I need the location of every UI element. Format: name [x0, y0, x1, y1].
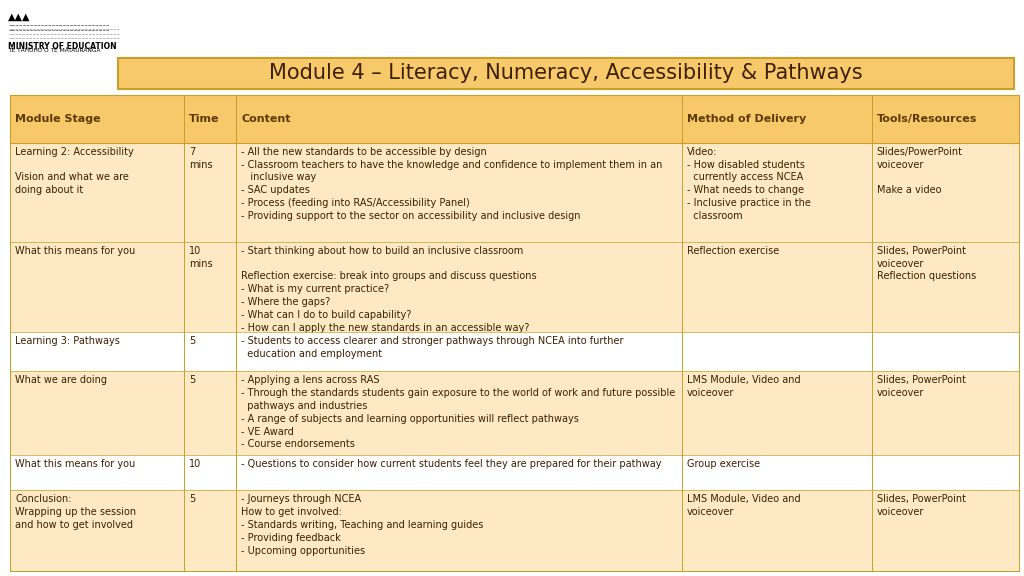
Text: Conclusion:
Wrapping up the session
and how to get involved: Conclusion: Wrapping up the session and …: [15, 494, 136, 530]
FancyBboxPatch shape: [10, 242, 1019, 332]
Text: - Questions to consider how current students feel they are prepared for their pa: - Questions to consider how current stud…: [242, 458, 662, 469]
Text: Time: Time: [188, 114, 219, 124]
Text: - Students to access clearer and stronger pathways through NCEA into further
  e: - Students to access clearer and stronge…: [242, 336, 624, 359]
Text: 5: 5: [188, 376, 196, 385]
FancyBboxPatch shape: [10, 454, 1019, 490]
Text: 10
mins: 10 mins: [188, 246, 212, 268]
Text: LMS Module, Video and
voiceover: LMS Module, Video and voiceover: [687, 494, 801, 517]
Text: - Journeys through NCEA
How to get involved:
- Standards writing, Teaching and l: - Journeys through NCEA How to get invol…: [242, 494, 483, 556]
Text: What this means for you: What this means for you: [15, 246, 135, 256]
Text: 7
mins: 7 mins: [188, 147, 212, 169]
Text: Learning 2: Accessibility

Vision and what we are
doing about it: Learning 2: Accessibility Vision and wha…: [15, 147, 134, 195]
Text: ∼∼∼∼∼∼∼∼∼∼∼∼∼∼∼∼∼∼∼∼∼∼∼∼∼∼∼∼: ∼∼∼∼∼∼∼∼∼∼∼∼∼∼∼∼∼∼∼∼∼∼∼∼∼∼∼∼: [8, 29, 110, 33]
FancyBboxPatch shape: [10, 332, 1019, 372]
Text: Module 4 – Literacy, Numeracy, Accessibility & Pathways: Module 4 – Literacy, Numeracy, Accessibi…: [269, 63, 862, 84]
Text: 5: 5: [188, 494, 196, 505]
Text: ~~~~~~~~~~~~~~~~~~~~~~~~~~~~~~~~: ~~~~~~~~~~~~~~~~~~~~~~~~~~~~~~~~: [8, 37, 120, 41]
Text: - Start thinking about how to build an inclusive classroom

Reflection exercise:: - Start thinking about how to build an i…: [242, 246, 537, 332]
Text: ▲▲▲: ▲▲▲: [8, 12, 31, 21]
Text: MINISTRY OF EDUCATION: MINISTRY OF EDUCATION: [8, 42, 117, 51]
Text: ∼∼∼∼∼∼∼∼∼∼∼∼∼∼∼∼∼∼∼∼∼∼∼∼∼∼∼∼: ∼∼∼∼∼∼∼∼∼∼∼∼∼∼∼∼∼∼∼∼∼∼∼∼∼∼∼∼: [8, 24, 110, 28]
Text: ~~~~~~~~~~~~~~~~~~~~~~~~~~~~~~~~: ~~~~~~~~~~~~~~~~~~~~~~~~~~~~~~~~: [8, 29, 120, 33]
Text: 10: 10: [188, 458, 201, 469]
Text: Method of Delivery: Method of Delivery: [687, 114, 806, 124]
Text: What this means for you: What this means for you: [15, 458, 135, 469]
Text: TE TĀHUHU O TE MĀTAURANGA: TE TĀHUHU O TE MĀTAURANGA: [8, 48, 100, 54]
Text: Content: Content: [242, 114, 291, 124]
Text: What we are doing: What we are doing: [15, 376, 108, 385]
Text: - Applying a lens across RAS
- Through the standards students gain exposure to t: - Applying a lens across RAS - Through t…: [242, 376, 676, 449]
Text: Learning 3: Pathways: Learning 3: Pathways: [15, 336, 120, 346]
Text: Group exercise: Group exercise: [687, 458, 760, 469]
Text: LMS Module, Video and
voiceover: LMS Module, Video and voiceover: [687, 376, 801, 398]
Text: Slides, PowerPoint
voiceover: Slides, PowerPoint voiceover: [877, 376, 966, 398]
Text: - All the new standards to be accessible by design
- Classroom teachers to have : - All the new standards to be accessible…: [242, 147, 663, 221]
FancyBboxPatch shape: [10, 372, 1019, 454]
Text: Slides, PowerPoint
voiceover: Slides, PowerPoint voiceover: [877, 494, 966, 517]
Text: ~~~~~~~~~~~~~~~~~~~~~~~~~~~~~~~~: ~~~~~~~~~~~~~~~~~~~~~~~~~~~~~~~~: [8, 33, 120, 37]
Text: Slides/PowerPoint
voiceover

Make a video: Slides/PowerPoint voiceover Make a video: [877, 147, 963, 195]
Text: Slides, PowerPoint
voiceover
Reflection questions: Slides, PowerPoint voiceover Reflection …: [877, 246, 976, 282]
FancyBboxPatch shape: [10, 490, 1019, 571]
FancyBboxPatch shape: [118, 58, 1014, 89]
Text: Module Stage: Module Stage: [15, 114, 101, 124]
Text: Reflection exercise: Reflection exercise: [687, 246, 779, 256]
Text: Video:
- How disabled students
  currently access NCEA
- What needs to change
- : Video: - How disabled students currently…: [687, 147, 811, 221]
FancyBboxPatch shape: [10, 95, 1019, 143]
FancyBboxPatch shape: [10, 143, 1019, 242]
Text: 5: 5: [188, 336, 196, 346]
Text: Tools/Resources: Tools/Resources: [877, 114, 977, 124]
